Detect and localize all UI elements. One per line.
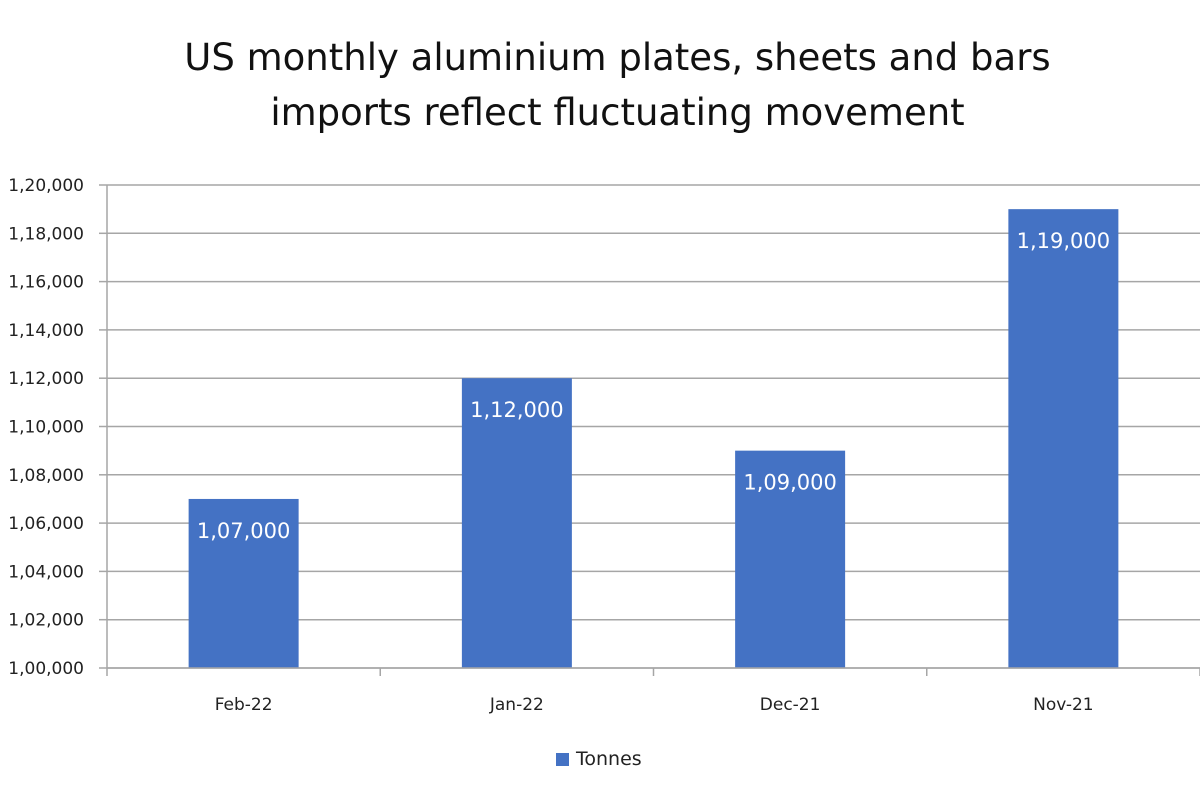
bar [735,450,846,668]
legend-label: Tonnes [576,748,642,770]
bar [1008,209,1119,668]
y-tick-label: 1,02,000 [8,611,84,631]
legend-swatch [556,752,569,766]
chart-title-line-2: imports reflect fluctuating movement [270,91,965,134]
y-tick-label: 1,14,000 [8,321,84,341]
x-tick-label: Dec-21 [760,695,821,715]
x-tick-label: Jan-22 [489,695,544,715]
x-tick-label: Feb-22 [215,695,273,715]
x-tick-label: Nov-21 [1033,695,1094,715]
chart-title-line-1: US monthly aluminium plates, sheets and … [184,36,1051,79]
bar [461,378,572,668]
y-tick-label: 1,20,000 [8,176,84,196]
y-tick-label: 1,00,000 [8,659,84,679]
y-tick-label: 1,12,000 [8,369,84,389]
bar [188,498,299,668]
y-tick-label: 1,06,000 [8,514,84,534]
legend: Tonnes [556,748,642,770]
data-label: 1,12,000 [470,398,564,422]
y-tick-label: 1,18,000 [8,224,84,244]
y-tick-label: 1,16,000 [8,273,84,293]
y-tick-label: 1,10,000 [8,418,84,438]
data-label: 1,09,000 [743,471,837,495]
y-tick-label: 1,08,000 [8,466,84,486]
chart-title: US monthly aluminium plates, sheets and … [0,30,1200,140]
data-label: 1,19,000 [1017,229,1111,253]
y-tick-label: 1,04,000 [8,562,84,582]
data-label: 1,07,000 [197,519,291,543]
